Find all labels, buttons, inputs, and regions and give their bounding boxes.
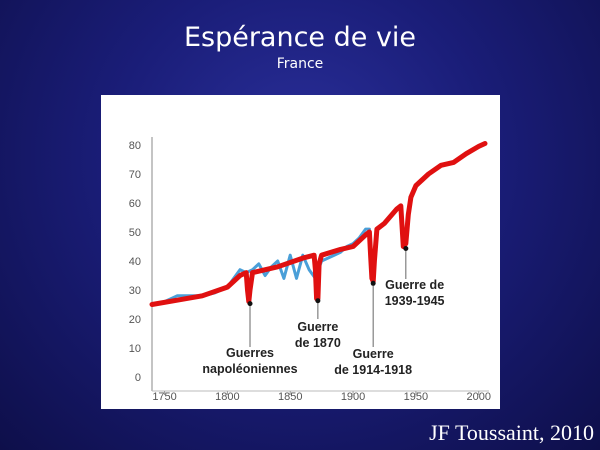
- slide-title: Espérance de vie: [183, 22, 417, 53]
- annotation-marker: [370, 280, 376, 286]
- life-expectancy-chart: 0 10 20 30 40 50 60 70 80 1750 1800 1850 1900 1950 200…: [129, 137, 491, 403]
- y-tick-label: 60: [129, 198, 141, 210]
- annotation-marker: [247, 301, 253, 307]
- author-credit: JF Toussaint, 2010: [429, 420, 594, 445]
- annotation-label: Guerre: [353, 347, 394, 361]
- y-tick-label: 10: [129, 343, 141, 355]
- y-tick-label: 40: [129, 256, 141, 268]
- annotation-label: 1939-1945: [385, 294, 445, 308]
- y-tick-label: 30: [129, 285, 141, 297]
- chart-axes: 0 10 20 30 40 50 60 70 80 1750 1800 1850 1900 1950 200…: [129, 137, 491, 403]
- trend-life-expectancy-line: [149, 141, 488, 307]
- x-tick-label: 1750: [152, 391, 176, 403]
- annotation-label: napoléoniennes: [202, 362, 297, 376]
- annotation-label: de 1914-1918: [334, 363, 412, 377]
- x-tick-label: 1900: [341, 391, 365, 403]
- x-tick-label: 1950: [404, 391, 428, 403]
- chart-annotations: Guerres napoléoniennes Guerre de 1870 Guerre…: [202, 246, 445, 377]
- annotation-label: Guerres: [226, 346, 274, 360]
- annotation-marker: [403, 246, 409, 251]
- y-tick-label: 0: [135, 372, 141, 384]
- observed-life-expectancy-line: [150, 227, 371, 306]
- y-tick-label: 70: [129, 169, 141, 181]
- x-tick-label: 1850: [278, 391, 302, 403]
- x-tick-label: 2000: [466, 391, 490, 403]
- annotation-label: de 1870: [295, 336, 341, 350]
- annotation-label: Guerre de: [385, 278, 444, 292]
- annotation-marker: [315, 298, 321, 304]
- chart-panel: 0 10 20 30 40 50 60 70 80 1750 1800 1850 1900 1950 200…: [101, 95, 500, 409]
- y-tick-label: 20: [129, 314, 141, 326]
- y-tick-label: 50: [129, 227, 141, 239]
- slide-subtitle: France: [276, 56, 324, 72]
- chart-series-layer: [149, 141, 488, 307]
- x-tick-label: 1800: [215, 391, 239, 403]
- y-tick-label: 80: [129, 140, 141, 152]
- annotation-label: Guerre: [297, 320, 338, 334]
